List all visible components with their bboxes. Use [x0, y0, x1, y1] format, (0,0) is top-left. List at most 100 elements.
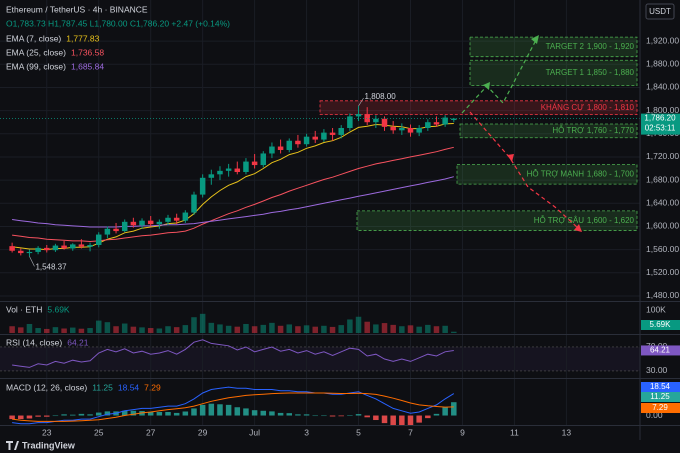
candle-body: [381, 118, 388, 127]
legend-title: MACD (12, 26, close): [6, 382, 87, 392]
candle-body: [217, 170, 223, 175]
volume-bar: [295, 326, 301, 333]
candle-body: [61, 245, 67, 249]
last-price-bg: [641, 113, 680, 135]
histogram-bar: [234, 407, 241, 416]
candle-body: [156, 221, 163, 225]
annotation-leader: [358, 97, 364, 107]
volume-bar: [87, 328, 93, 333]
legend: Ethereum / TetherUS · 4h · BINANCE O1,783…: [6, 4, 230, 392]
volume-bar: [416, 326, 422, 333]
candle-body: [433, 122, 440, 125]
y-tick-label: 1,600.00: [646, 221, 679, 231]
volume-bar: [225, 325, 232, 333]
volume-bar: [347, 319, 353, 333]
currency[interactable]: USDT: [649, 7, 671, 16]
volume-bar: [52, 327, 59, 333]
histogram-bar: [312, 415, 318, 417]
x-tick-label: 29: [198, 427, 208, 437]
candle-body: [208, 174, 215, 178]
currency-button[interactable]: [645, 3, 675, 20]
candle-body: [338, 127, 344, 135]
candle-body: [329, 132, 336, 135]
histogram-bar: [277, 412, 284, 416]
candle-body: [104, 228, 111, 235]
histogram-bar: [9, 415, 15, 420]
histogram-bar: [433, 413, 440, 416]
volume-bar: [399, 326, 405, 333]
y-tick-label: 1,480.00: [646, 290, 679, 300]
volume-bar: [156, 328, 163, 333]
ema-line: [12, 176, 454, 228]
y-tick-label: 1,800.00: [646, 105, 679, 115]
arrows: [461, 35, 582, 232]
volume-bar: [26, 323, 33, 333]
histogram-bar: [121, 410, 128, 416]
x-tick-label: Jul: [249, 427, 260, 437]
volume-bar: [321, 325, 327, 333]
zone-label: TARGET 2: [546, 42, 585, 51]
y-tick-label: 1,680.00: [646, 174, 679, 184]
legend-value: 64.21: [67, 337, 89, 347]
zone-range: 1,850 - 1,880: [587, 68, 635, 77]
legend-value: 11.25: [92, 382, 113, 392]
zone-range: 1,760 - 1,770: [587, 126, 635, 135]
candle-body: [52, 245, 59, 251]
histogram-bar: [78, 413, 85, 416]
histogram-bar: [329, 415, 336, 417]
volume-bar: [173, 327, 180, 333]
histogram-bar: [130, 410, 137, 416]
volume-bar: [182, 325, 189, 333]
volume-bar: [390, 324, 396, 333]
candle-body: [225, 168, 232, 171]
legend-title: EMA (99, close): [6, 61, 66, 71]
macd-badge-bg: [641, 392, 680, 402]
candle-body: [399, 127, 405, 131]
candle-body: [9, 246, 15, 251]
zone-range: 1,800 - 1,810: [587, 103, 635, 112]
histogram-bar: [18, 415, 24, 420]
volume-bar: [165, 326, 171, 333]
volume-bar: [251, 326, 258, 333]
histogram-bar: [225, 404, 232, 416]
zone-label: KHÁNG CỰ: [541, 103, 584, 112]
candle-body: [295, 140, 301, 145]
histogram-bar: [347, 415, 353, 416]
x-tick-label: 27: [146, 427, 156, 437]
legend-value: 7.29: [144, 382, 161, 392]
histogram-bar: [303, 414, 310, 416]
candle-body: [78, 244, 85, 247]
candle-body: [44, 247, 50, 251]
legend-title: RSI (14, close): [6, 337, 62, 347]
y-tick-label: 0.00: [646, 410, 663, 420]
volume-bar: [338, 325, 344, 333]
ohlc: O1,783.73 H1,787.45 L1,780.00 C1,786.20 …: [6, 18, 230, 28]
candle-body: [35, 247, 41, 252]
candle-body: [199, 177, 206, 195]
histogram-bar: [260, 410, 267, 416]
histogram-bar: [251, 410, 258, 416]
volume-bar: [208, 322, 215, 333]
volume-bar: [355, 316, 362, 333]
histogram-bar: [442, 407, 448, 416]
candle-body: [182, 212, 189, 221]
volume-bar: [312, 326, 318, 333]
histogram-bar: [390, 415, 396, 426]
x-tick-label: 11: [510, 427, 519, 437]
logo-icon: [6, 441, 19, 450]
histogram-bar: [191, 408, 197, 416]
histogram-bar: [44, 415, 50, 417]
candle-body: [87, 244, 93, 247]
volume-bar: [9, 326, 15, 333]
candle-body: [147, 220, 154, 225]
macd-badge: 7.29: [652, 403, 668, 412]
histogram-bar: [451, 402, 457, 416]
histogram-bar: [286, 413, 293, 416]
candle-body: [303, 136, 310, 145]
logo: TradingView: [22, 440, 76, 450]
histogram-bar: [69, 414, 76, 416]
macd-badge: 18.54: [650, 382, 671, 391]
zone-label: HỖ TRỢ: [552, 126, 584, 135]
candle-body: [191, 194, 197, 213]
arrow-head: [507, 154, 514, 162]
